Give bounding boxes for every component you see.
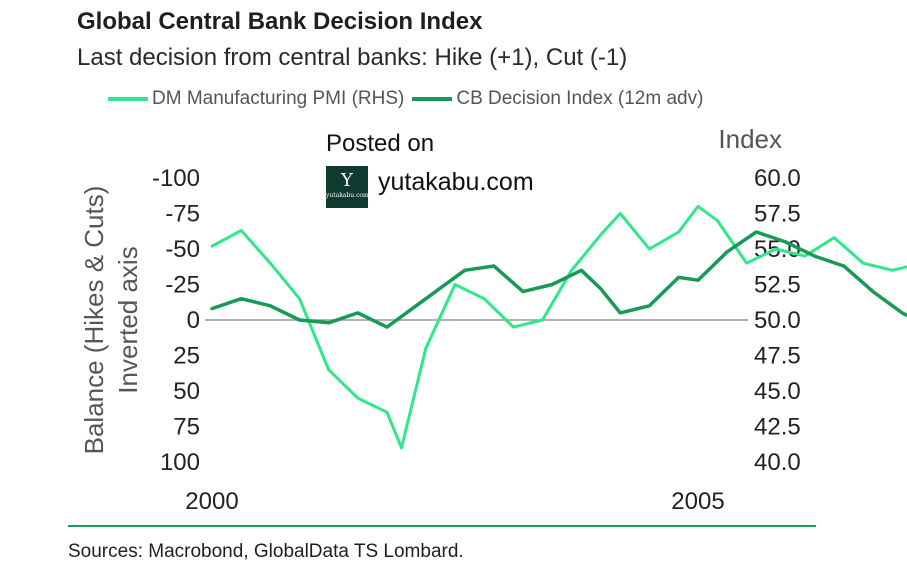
left-tick-label: -100 [152,165,200,192]
chart-title: Global Central Bank Decision Index [77,8,483,35]
source-note: Sources: Macrobond, GlobalData TS Lombar… [68,541,464,562]
watermark-logo-caption: yutakabu.com [326,192,369,199]
legend-item-pmi: DM Manufacturing PMI (RHS) [108,88,404,110]
right-tick-label: 45.0 [754,378,801,405]
right-tick-label: 52.5 [754,272,801,299]
right-tick-label: 50.0 [754,307,801,334]
left-tick-label: 75 [173,414,200,441]
legend-swatch-cb [412,97,453,101]
x-tick-label: 2000 [185,488,238,515]
legend-label-pmi: DM Manufacturing PMI (RHS) [152,88,405,109]
right-tick-label: 40.0 [754,449,801,476]
left-tick-label: 50 [173,378,200,405]
left-tick-label: 100 [160,449,200,476]
right-axis-title: Index [718,124,782,154]
right-tick-label: 57.5 [754,201,801,228]
footer-divider [68,525,816,527]
right-tick-label: 42.5 [754,414,801,441]
right-tick-label: 60.0 [754,165,801,192]
left-axis-title: Balance (Hikes & Cuts) [79,186,109,455]
legend-swatch-pmi [108,97,148,101]
left-tick-label: 0 [187,307,200,334]
x-tick-label: 2005 [671,488,724,515]
series-line-cb-index [210,230,907,329]
legend-item-cb: CB Decision Index (12m adv) [412,88,703,110]
right-tick-label: 47.5 [754,343,801,370]
series-line-pmi [210,204,907,450]
left-tick-label: 25 [173,343,200,370]
watermark-logo-letter: Y [341,170,353,191]
watermark-site-text: yutakabu.com [378,168,534,196]
legend-label-cb: CB Decision Index (12m adv) [456,88,704,109]
left-axis-subtitle: Inverted axis [113,246,143,393]
left-tick-label: -25 [165,272,200,299]
legend: DM Manufacturing PMI (RHS) CB Decision I… [108,88,711,110]
left-tick-label: -50 [165,236,200,263]
watermark-posted-text: Posted on [326,130,435,157]
chart-subtitle: Last decision from central banks: Hike (… [77,44,628,71]
watermark-logo-icon: Y yutakabu.com [326,166,369,208]
left-tick-label: -75 [165,201,200,228]
